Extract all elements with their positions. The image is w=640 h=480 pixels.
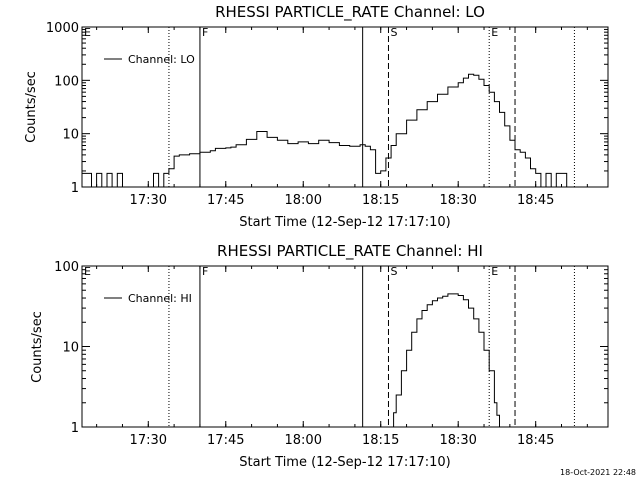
y-tick-label: 10 — [62, 128, 79, 143]
x-tick-label: 18:30 — [439, 193, 476, 208]
chart-title: RHESSI PARTICLE_RATE Channel: HI — [217, 242, 483, 261]
legend-entry: Channel: HI — [128, 292, 192, 305]
y-axis-label: Counts/sec — [30, 311, 45, 383]
x-tick-label: 17:45 — [207, 193, 244, 208]
legend: Channel: LO — [104, 53, 195, 66]
series-line — [82, 73, 568, 188]
x-axis-label: Start Time (12-Sep-12 17:17:10) — [239, 215, 450, 230]
chart-title: RHESSI PARTICLE_RATE Channel: LO — [215, 3, 485, 22]
chart-lo: RHESSI PARTICLE_RATE Channel: LO Counts/… — [24, 3, 609, 230]
generated-timestamp: 18-Oct-2021 22:48 — [560, 468, 636, 477]
x-tick-label: 18:45 — [517, 193, 554, 208]
y-tick-label: 100 — [54, 74, 79, 89]
x-tick-label: 18:00 — [285, 433, 322, 448]
series-lines — [391, 293, 500, 428]
x-tick-label: 17:30 — [130, 193, 167, 208]
y-tick-label: 1 — [71, 181, 79, 196]
axis-ticks: 17:30 17:45 18:00 18:15 18:30 18:45 1 10 100 1000 — [46, 21, 608, 208]
legend: Channel: HI — [104, 292, 192, 305]
plot-frame — [81, 26, 609, 188]
y-tick-label: 1 — [71, 421, 79, 436]
marker-label: E — [84, 26, 91, 39]
marker-label: E — [491, 265, 498, 278]
x-tick-label: 17:30 — [130, 433, 167, 448]
y-tick-label: 1000 — [46, 21, 79, 36]
axis-ticks: 17:30 17:45 18:00 18:15 18:30 18:45 1 10 100 — [54, 260, 608, 448]
series-lines — [82, 73, 568, 188]
x-axis-label: Start Time (12-Sep-12 17:17:10) — [239, 455, 450, 470]
plot-frame — [81, 265, 609, 428]
marker-label: S — [390, 265, 397, 278]
x-tick-label: 18:15 — [362, 193, 399, 208]
marker-label: E — [491, 26, 498, 39]
y-tick-label: 100 — [54, 260, 79, 275]
x-tick-label: 17:45 — [207, 433, 244, 448]
x-tick-label: 18:00 — [285, 193, 322, 208]
legend-entry: Channel: LO — [128, 53, 195, 66]
series-line — [391, 293, 500, 428]
y-axis-label: Counts/sec — [24, 71, 39, 143]
x-tick-label: 18:30 — [439, 433, 476, 448]
x-tick-label: 18:15 — [362, 433, 399, 448]
chart-hi: RHESSI PARTICLE_RATE Channel: HI Counts/… — [30, 242, 609, 470]
marker-label: E — [84, 265, 91, 278]
y-tick-label: 10 — [62, 341, 79, 356]
marker-label: F — [202, 265, 208, 278]
x-tick-label: 18:45 — [517, 433, 554, 448]
marker-label: S — [390, 26, 397, 39]
marker-label: F — [202, 26, 208, 39]
